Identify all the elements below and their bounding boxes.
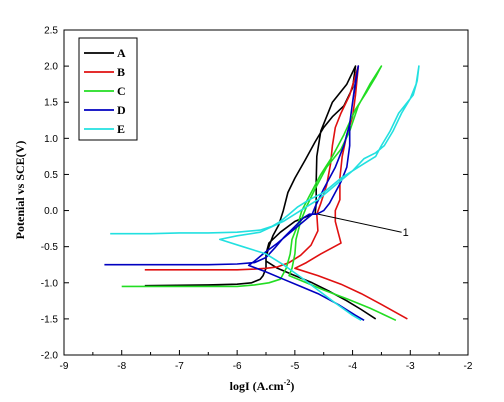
x-tick-label: -2 [464, 361, 473, 372]
y-tick-label: 1.0 [44, 134, 58, 145]
legend-label-a: A [117, 46, 126, 60]
y-tick-label: -1.5 [41, 314, 59, 325]
legend-label-c: C [117, 84, 126, 98]
y-tick-label: 1.5 [44, 98, 58, 109]
x-tick-label: -9 [60, 361, 69, 372]
x-tick-label: -7 [175, 361, 184, 372]
legend-label-e: E [117, 122, 125, 136]
y-tick-label: -2.0 [41, 351, 59, 362]
annotation-label: 1 [403, 227, 409, 239]
y-tick-label: -1.0 [41, 278, 59, 289]
series-line-c [121, 65, 397, 322]
series-line-d [104, 65, 365, 321]
annotation-arrow-line [317, 213, 402, 233]
x-axis-title-close: ) [290, 379, 294, 393]
legend-label-d: D [117, 103, 126, 117]
y-axis-title: Potenial vs SCE(V) [13, 141, 27, 240]
x-tick-label: -3 [406, 361, 415, 372]
legend-frame [78, 37, 138, 141]
annotation-layer: 1 [317, 213, 409, 239]
x-axis-title: logI (A.cm-2) [230, 378, 295, 393]
x-tick-label: -5 [290, 361, 299, 372]
legend-label-b: B [117, 65, 125, 79]
y-tick-label: 2.5 [44, 26, 58, 37]
x-tick-label: -6 [233, 361, 242, 372]
x-axis-title-main: logI (A.cm [230, 379, 284, 393]
series-line-e [110, 65, 420, 321]
y-tick-label: 0.0 [44, 206, 58, 217]
x-tick-label: -4 [348, 361, 357, 372]
x-tick-label: -8 [117, 361, 126, 372]
ticks-layer: -9 -8 -7 -6 -5 -4 -3 -2 -2.0 -1.5 -1.0 -0.5 0.0 0.5 1.… [41, 26, 473, 373]
x-axis-title-superscript: -2 [284, 378, 291, 387]
series-layer [104, 65, 420, 322]
y-tick-label: 0.5 [44, 170, 58, 181]
y-tick-label: -0.5 [41, 242, 59, 253]
series-line-a [144, 65, 377, 320]
y-tick-label: 2.0 [44, 62, 58, 73]
